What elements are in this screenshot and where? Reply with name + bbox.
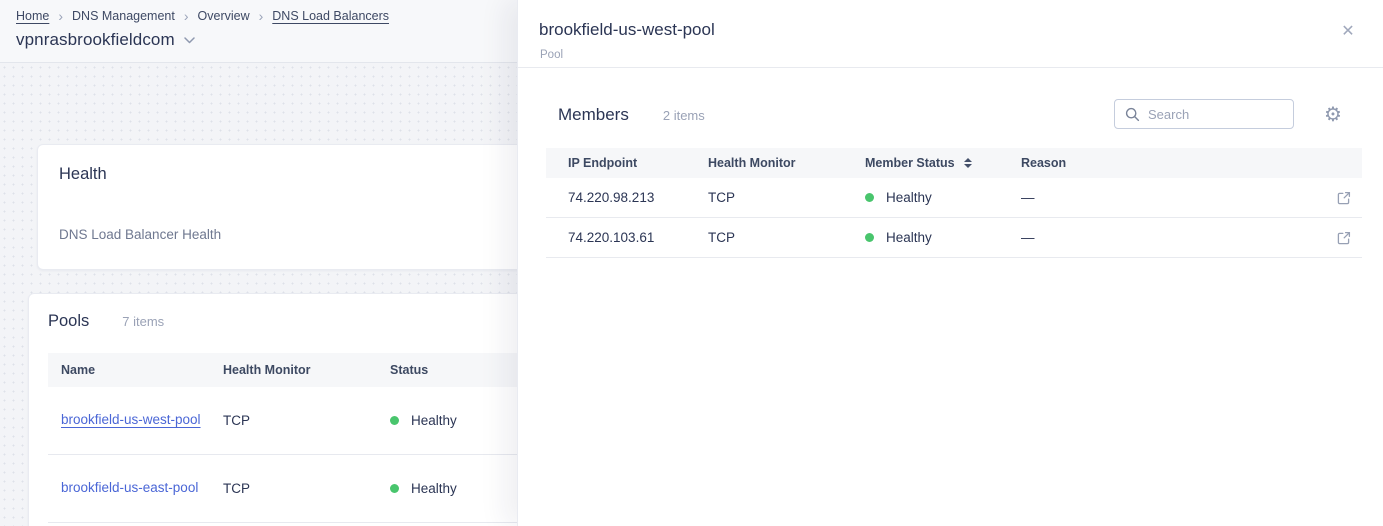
panel-subtitle: Pool <box>540 49 564 61</box>
members-table: IP Endpoint Health Monitor Member Status… <box>546 148 1362 258</box>
member-status: Healthy <box>886 190 932 205</box>
members-col-ip-endpoint: IP Endpoint <box>568 156 638 170</box>
external-link-icon[interactable] <box>1326 231 1362 245</box>
panel-title: brookfield-us-west-pool <box>539 20 715 39</box>
close-icon[interactable]: ✕ <box>1341 23 1355 40</box>
search-box[interactable] <box>1114 99 1294 129</box>
breadcrumb-separator-icon: › <box>58 8 64 24</box>
search-icon <box>1125 107 1140 122</box>
pool-health-monitor: TCP <box>223 413 250 428</box>
members-table-header: IP Endpoint Health Monitor Member Status… <box>546 148 1362 178</box>
member-reason: — <box>1021 230 1035 245</box>
pool-status: Healthy <box>411 481 457 496</box>
breadcrumb-separator-icon: › <box>183 8 189 24</box>
healthy-status-dot-icon <box>390 484 399 493</box>
members-title: Members <box>558 105 629 124</box>
table-row: 74.220.98.213 TCP Healthy — <box>546 178 1362 218</box>
search-input[interactable] <box>1148 106 1283 122</box>
breadcrumb-dns-management: DNS Management <box>72 9 175 23</box>
sort-icon[interactable] <box>963 158 972 168</box>
pools-col-health-monitor: Health Monitor <box>223 363 311 377</box>
member-status: Healthy <box>886 230 932 245</box>
external-link-icon[interactable] <box>1326 191 1362 205</box>
breadcrumb-overview: Overview <box>197 9 250 23</box>
member-ip-endpoint: 74.220.103.61 <box>568 230 655 245</box>
health-card-title: Health <box>59 165 107 183</box>
pool-link-brookfield-us-west-pool[interactable]: brookfield-us-west-pool <box>61 412 201 428</box>
members-item-count: 2 items <box>662 108 705 123</box>
members-col-health-monitor: Health Monitor <box>708 156 796 170</box>
member-health-monitor: TCP <box>708 190 735 205</box>
pool-detail-panel: brookfield-us-west-pool Pool ✕ Members 2… <box>517 0 1383 526</box>
breadcrumb-separator-icon: › <box>258 8 264 24</box>
gear-icon[interactable]: ⚙ <box>1324 104 1342 126</box>
health-card-description: DNS Load Balancer Health <box>59 227 222 242</box>
members-col-member-status: Member Status <box>865 156 955 170</box>
breadcrumb: Home › DNS Management › Overview › DNS L… <box>16 9 389 23</box>
pool-status: Healthy <box>411 413 457 428</box>
page-title: vpnrasbrookfieldcom <box>16 30 175 49</box>
member-health-monitor: TCP <box>708 230 735 245</box>
pools-col-name: Name <box>61 363 96 377</box>
healthy-status-dot-icon <box>865 193 874 202</box>
chevron-down-icon[interactable] <box>184 31 195 49</box>
pools-col-status: Status <box>390 363 429 377</box>
pool-link-brookfield-us-east-pool[interactable]: brookfield-us-east-pool <box>61 480 199 496</box>
table-row: 74.220.103.61 TCP Healthy — <box>546 218 1362 258</box>
member-ip-endpoint: 74.220.98.213 <box>568 190 655 205</box>
member-reason: — <box>1021 190 1035 205</box>
pools-card-title: Pools <box>48 312 90 330</box>
pool-health-monitor: TCP <box>223 481 250 496</box>
healthy-status-dot-icon <box>390 416 399 425</box>
breadcrumb-home[interactable]: Home <box>16 9 50 23</box>
pools-item-count: 7 items <box>122 314 165 329</box>
healthy-status-dot-icon <box>865 233 874 242</box>
panel-header: brookfield-us-west-pool Pool ✕ <box>518 0 1383 68</box>
members-col-reason: Reason <box>1021 156 1067 170</box>
breadcrumb-dns-load-balancers[interactable]: DNS Load Balancers <box>272 9 390 23</box>
